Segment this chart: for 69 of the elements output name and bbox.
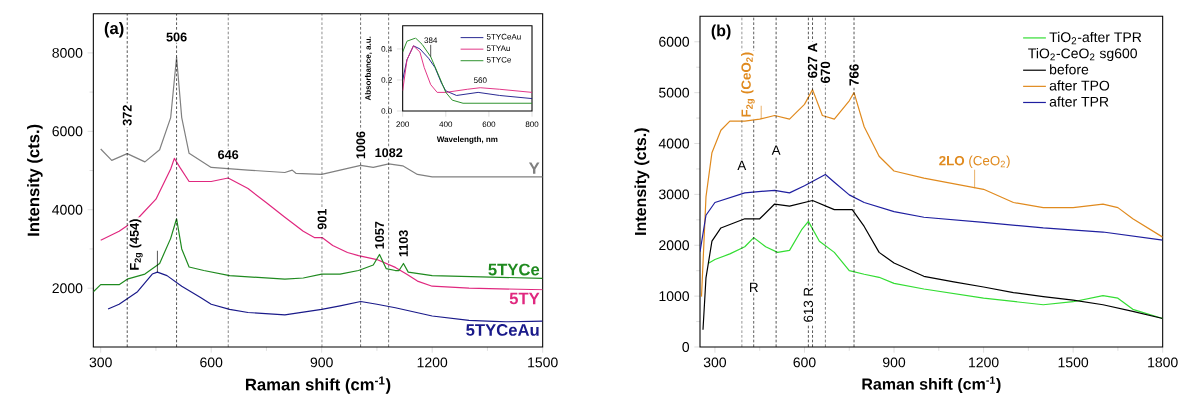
- annotation: 766: [849, 64, 859, 86]
- legend-label: TiO$_{2}$-after TPR: [1049, 31, 1142, 45]
- legend-label: before: [1050, 64, 1089, 75]
- y-axis-title: Absorbance, a.u.: [364, 36, 372, 101]
- y-tick-label: 1000: [659, 291, 690, 302]
- x-tick-label: 600: [482, 121, 496, 128]
- x-tick-label: 400: [439, 121, 453, 128]
- annotation: 627 A: [807, 43, 818, 78]
- series-label: 5TYCeAu: [466, 324, 539, 336]
- annotation: 1057: [375, 221, 384, 249]
- annotation: 506: [166, 32, 187, 42]
- x-tick-label: 1500: [1058, 357, 1089, 368]
- y-tick-label: 0.2: [381, 77, 392, 83]
- annotation: (b): [711, 24, 731, 40]
- y-tick-label: 2000: [52, 283, 83, 294]
- annotation: R: [750, 282, 758, 292]
- y-tick-label: 5000: [659, 87, 690, 98]
- y-tick-label: 4000: [658, 138, 690, 149]
- annotation: 646: [218, 150, 239, 160]
- y-tick-label: 6000: [52, 126, 83, 137]
- x-axis-title: Raman shift (cm$^{-1}$): [245, 376, 391, 394]
- annotation: 670: [820, 61, 831, 83]
- y-axis-title: Intensity (cts.): [27, 124, 43, 236]
- annotation: A: [737, 160, 747, 170]
- y-tick-label: 0: [682, 342, 690, 352]
- y-axis-title: Intensity (cts.): [634, 128, 650, 235]
- series-label: 5TYCe: [488, 263, 540, 276]
- y-tick-label: 6000: [659, 36, 690, 47]
- legend-label: 5TYAu: [486, 45, 510, 51]
- annotation: A: [771, 145, 781, 155]
- x-tick-label: 300: [89, 357, 112, 368]
- annotation: (a): [104, 21, 124, 38]
- annotation: F$_{2g}$ (CeO$_{2}$): [741, 52, 755, 117]
- annotation: 372: [122, 105, 132, 126]
- x-axis-title: Raman shift (cm$^{-1}$): [862, 376, 1001, 393]
- x-tick-label: 800: [525, 121, 539, 128]
- x-tick-label: 300: [703, 357, 727, 368]
- annotation: 384: [424, 37, 438, 44]
- x-tick-label: 1500: [528, 357, 558, 368]
- y-tick-label: 3000: [658, 189, 690, 200]
- x-tick-label: 1200: [417, 357, 448, 368]
- annotation: 1082: [375, 148, 403, 158]
- legend-title: TiO$_{2}$-CeO$_{2}$ sg600: [1028, 48, 1138, 62]
- x-tick-label: 200: [396, 121, 410, 128]
- y-tick-label: 2000: [659, 240, 690, 251]
- legend-label: 5TYCeAu: [486, 33, 521, 40]
- annotation: 2LO (CeO$_{2}$): [939, 155, 1010, 169]
- annotation: 1006: [356, 131, 366, 159]
- x-tick-label: 900: [310, 357, 333, 368]
- y-tick-label: 8000: [52, 47, 83, 58]
- y-tick-label: 4000: [52, 204, 83, 215]
- x-tick-label: 900: [883, 357, 906, 368]
- x-tick-label: 1200: [969, 357, 999, 368]
- legend-label: 5TYCe: [486, 56, 512, 63]
- x-tick-label: 600: [200, 357, 223, 368]
- series-label: 5TY: [509, 292, 540, 305]
- annotation: F$_{2g}$ (454): [129, 219, 143, 270]
- x-axis-title: Wavelength, nm: [436, 136, 498, 144]
- x-tick-label: 600: [793, 357, 816, 368]
- annotation: 901: [317, 208, 327, 230]
- y-tick-label: 0.0: [381, 108, 392, 114]
- x-tick-label: 1800: [1148, 357, 1178, 368]
- legend-label: after TPR: [1049, 96, 1109, 107]
- legend-label: after TPO: [1049, 80, 1110, 91]
- annotation: 613 R: [803, 287, 814, 322]
- annotation: 1103: [398, 230, 408, 257]
- series-label: Y: [528, 162, 540, 174]
- y-tick-label: 0.4: [381, 46, 393, 52]
- annotation: 560: [473, 77, 487, 84]
